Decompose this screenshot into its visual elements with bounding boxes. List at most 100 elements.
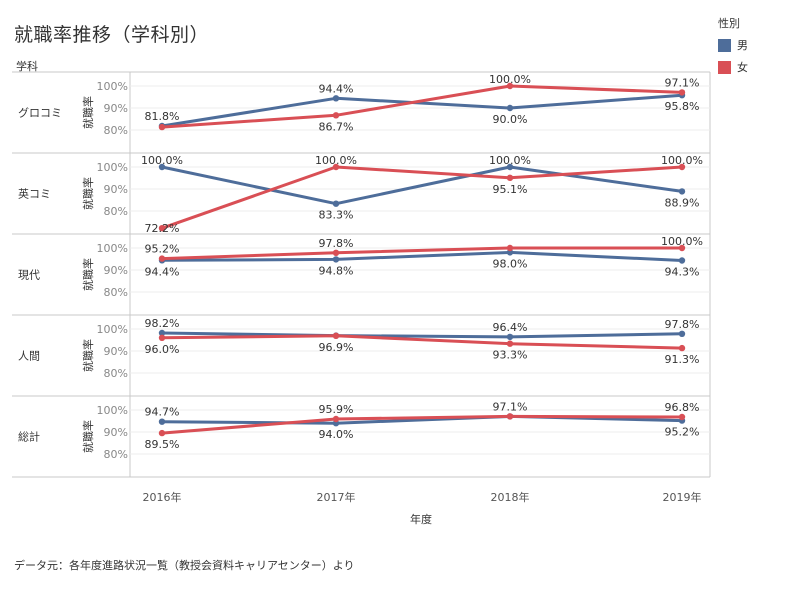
series-line-male <box>161 414 683 425</box>
series-line-female <box>161 84 683 129</box>
data-label: 89.5% <box>145 438 180 451</box>
y-tick-label: 100% <box>97 404 128 417</box>
data-point-female <box>158 225 166 232</box>
data-label: 96.4% <box>493 321 528 334</box>
series-line-male <box>161 250 683 262</box>
x-tick-label: 2017年 <box>317 490 356 504</box>
chart-title: 就職率推移（学科別） <box>14 24 210 46</box>
y-tick-label: 90% <box>104 426 128 439</box>
data-label: 94.8% <box>319 264 354 277</box>
data-point-female <box>332 249 340 256</box>
data-point-female <box>332 332 340 339</box>
data-point-female <box>158 429 166 437</box>
legend-label-female: 女 <box>737 61 748 74</box>
data-label: 100.0% <box>661 154 703 167</box>
legend-swatch-female <box>718 60 731 74</box>
y-axis-title: 就職率 <box>81 339 95 372</box>
legend-label-male: 男 <box>737 39 748 52</box>
y-tick-label: 100% <box>97 242 128 255</box>
data-point-female <box>678 344 686 352</box>
data-label: 97.8% <box>665 318 700 331</box>
facet-label: グロコミ <box>18 106 62 120</box>
y-tick-label: 100% <box>97 323 128 336</box>
data-point-male <box>678 257 686 264</box>
data-point-female <box>678 413 686 421</box>
data-point-male <box>678 188 686 195</box>
series-line-male <box>161 93 683 128</box>
facet-label: 英コミ <box>18 187 51 201</box>
data-label: 100.0% <box>489 154 531 167</box>
data-point-female <box>506 82 514 90</box>
data-label: 95.9% <box>319 403 354 416</box>
facet-label: 現代 <box>18 269 40 282</box>
y-tick-label: 90% <box>104 264 128 277</box>
data-point-male <box>506 104 514 112</box>
data-point-female <box>506 174 514 181</box>
data-point-male <box>506 249 514 256</box>
y-tick-label: 80% <box>104 367 128 380</box>
y-tick-label: 80% <box>104 124 128 137</box>
data-point-female <box>158 255 166 262</box>
data-label: 96.8% <box>665 401 700 414</box>
y-axis-title: 就職率 <box>81 96 95 129</box>
data-label: 90.0% <box>493 113 528 126</box>
data-label: 98.0% <box>493 257 528 270</box>
legend-title: 性別 <box>718 17 740 30</box>
y-tick-label: 90% <box>104 345 128 358</box>
y-tick-label: 80% <box>104 205 128 218</box>
series-line-female <box>161 414 683 435</box>
y-axis-title: 就職率 <box>81 420 95 453</box>
data-label: 100.0% <box>661 235 703 248</box>
y-tick-label: 80% <box>104 286 128 299</box>
legend-item-female[interactable]: 女 <box>718 59 748 75</box>
data-label: 94.4% <box>319 82 354 95</box>
facet-label: 人間 <box>18 350 40 363</box>
y-axis-title: 就職率 <box>81 258 95 291</box>
y-tick-label: 90% <box>104 183 128 196</box>
legend-swatch-male <box>718 38 731 52</box>
y-axis-title: 就職率 <box>81 177 95 210</box>
x-tick-label: 2018年 <box>491 490 530 504</box>
data-point-female <box>158 123 166 131</box>
data-label: 86.7% <box>319 120 354 133</box>
facet-label: 総計 <box>18 430 40 444</box>
data-label: 97.1% <box>665 76 700 89</box>
data-point-female <box>506 340 514 347</box>
data-label: 94.7% <box>145 406 180 419</box>
data-label: 94.4% <box>145 265 180 278</box>
data-point-female <box>332 163 340 171</box>
series-line-female <box>161 165 683 230</box>
data-label: 96.0% <box>145 343 180 356</box>
y-tick-label: 100% <box>97 161 128 174</box>
data-label: 98.2% <box>145 317 180 330</box>
data-point-female <box>678 89 686 96</box>
y-tick-label: 100% <box>97 80 128 93</box>
series-line-male <box>161 165 683 206</box>
data-label: 95.8% <box>665 100 700 113</box>
data-label: 95.2% <box>665 426 700 439</box>
data-label: 94.3% <box>665 266 700 279</box>
legend-item-male[interactable]: 男 <box>718 37 748 53</box>
data-point-female <box>678 163 686 171</box>
data-point-male <box>158 329 166 337</box>
data-label: 72.2% <box>145 222 180 235</box>
data-point-female <box>332 415 340 423</box>
data-point-female <box>158 334 166 341</box>
data-point-male <box>678 330 686 337</box>
data-label: 94.0% <box>319 428 354 441</box>
source-note: データ元：各年度進路状況一覧（教授会資料キャリアセンター）より <box>14 559 355 572</box>
data-label: 93.3% <box>493 349 528 362</box>
y-tick-label: 80% <box>104 448 128 461</box>
data-label: 100.0% <box>489 73 531 86</box>
data-label: 81.8% <box>145 110 180 123</box>
y-tick-label: 90% <box>104 102 128 115</box>
data-label: 97.1% <box>493 400 528 413</box>
x-tick-label: 2019年 <box>663 490 702 504</box>
data-point-male <box>332 256 340 263</box>
data-label: 83.3% <box>319 209 354 222</box>
facet-header: 学科 <box>16 60 38 73</box>
data-point-male <box>332 95 340 102</box>
data-point-female <box>678 244 686 252</box>
data-label: 96.9% <box>319 341 354 354</box>
